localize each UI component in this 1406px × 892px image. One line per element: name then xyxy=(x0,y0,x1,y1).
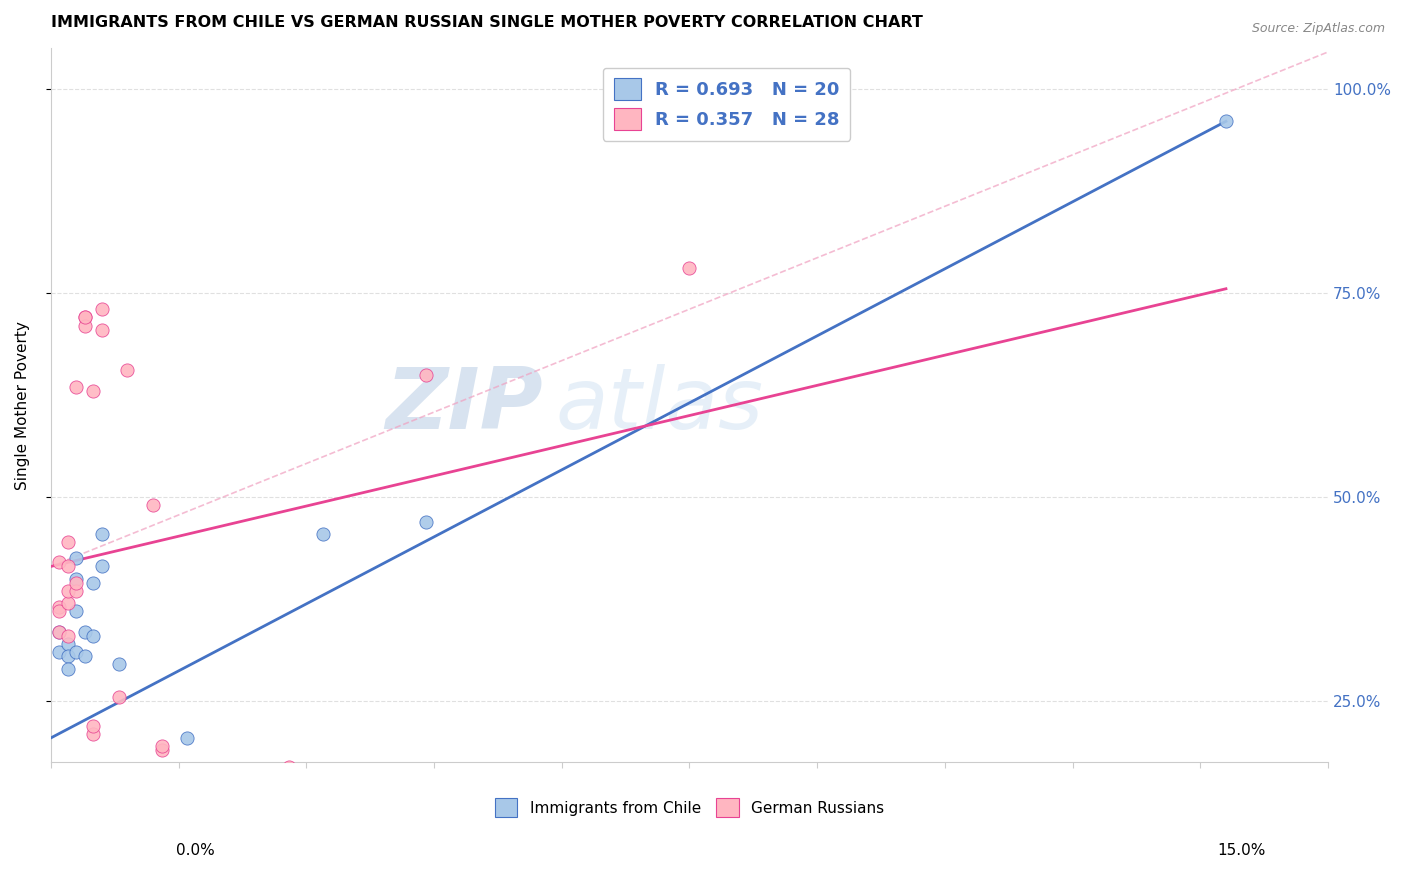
Point xyxy=(56,583,79,598)
Point xyxy=(90,302,112,317)
Point xyxy=(56,596,79,610)
Text: Source: ZipAtlas.com: Source: ZipAtlas.com xyxy=(1251,22,1385,36)
Point xyxy=(56,559,79,574)
Text: IMMIGRANTS FROM CHILE VS GERMAN RUSSIAN SINGLE MOTHER POVERTY CORRELATION CHART: IMMIGRANTS FROM CHILE VS GERMAN RUSSIAN … xyxy=(51,15,922,30)
Point xyxy=(48,555,70,569)
Point xyxy=(65,645,87,659)
Point xyxy=(56,535,79,549)
Point xyxy=(56,649,79,664)
Point xyxy=(150,739,173,753)
Text: ZIP: ZIP xyxy=(385,364,543,447)
Point xyxy=(48,604,70,618)
Text: 0.0%: 0.0% xyxy=(176,843,215,858)
Point xyxy=(108,657,131,672)
Point xyxy=(90,322,112,336)
Point xyxy=(65,575,87,590)
Point xyxy=(415,515,437,529)
Point xyxy=(117,363,139,377)
Point xyxy=(278,759,301,773)
Point xyxy=(82,629,104,643)
Point xyxy=(48,624,70,639)
Point xyxy=(82,384,104,398)
Text: atlas: atlas xyxy=(555,364,763,447)
Point xyxy=(678,261,700,276)
Point xyxy=(415,368,437,382)
Point xyxy=(48,645,70,659)
Point xyxy=(150,743,173,757)
Point xyxy=(176,731,198,745)
Point xyxy=(65,583,87,598)
Point xyxy=(56,637,79,651)
Point xyxy=(1215,114,1237,128)
Point xyxy=(90,559,112,574)
Point xyxy=(108,690,131,705)
Point xyxy=(65,380,87,394)
Point xyxy=(73,649,96,664)
Point xyxy=(65,551,87,566)
Point xyxy=(65,572,87,586)
Point xyxy=(56,661,79,675)
Point xyxy=(73,310,96,325)
Point xyxy=(56,629,79,643)
Point xyxy=(65,604,87,618)
Text: 15.0%: 15.0% xyxy=(1218,843,1265,858)
Point xyxy=(90,526,112,541)
Point xyxy=(73,310,96,325)
Point xyxy=(142,498,165,512)
Point xyxy=(82,719,104,733)
Point xyxy=(82,727,104,741)
Point xyxy=(312,526,335,541)
Point xyxy=(73,624,96,639)
Y-axis label: Single Mother Poverty: Single Mother Poverty xyxy=(15,321,30,490)
Point xyxy=(82,575,104,590)
Point xyxy=(48,624,70,639)
Legend: Immigrants from Chile, German Russians: Immigrants from Chile, German Russians xyxy=(485,789,894,826)
Point xyxy=(48,600,70,615)
Point xyxy=(73,318,96,333)
